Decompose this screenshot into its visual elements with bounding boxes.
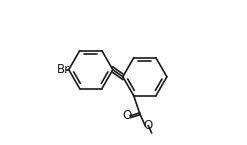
Text: O: O (144, 118, 153, 132)
Text: Br: Br (57, 63, 70, 76)
Text: O: O (123, 109, 132, 122)
